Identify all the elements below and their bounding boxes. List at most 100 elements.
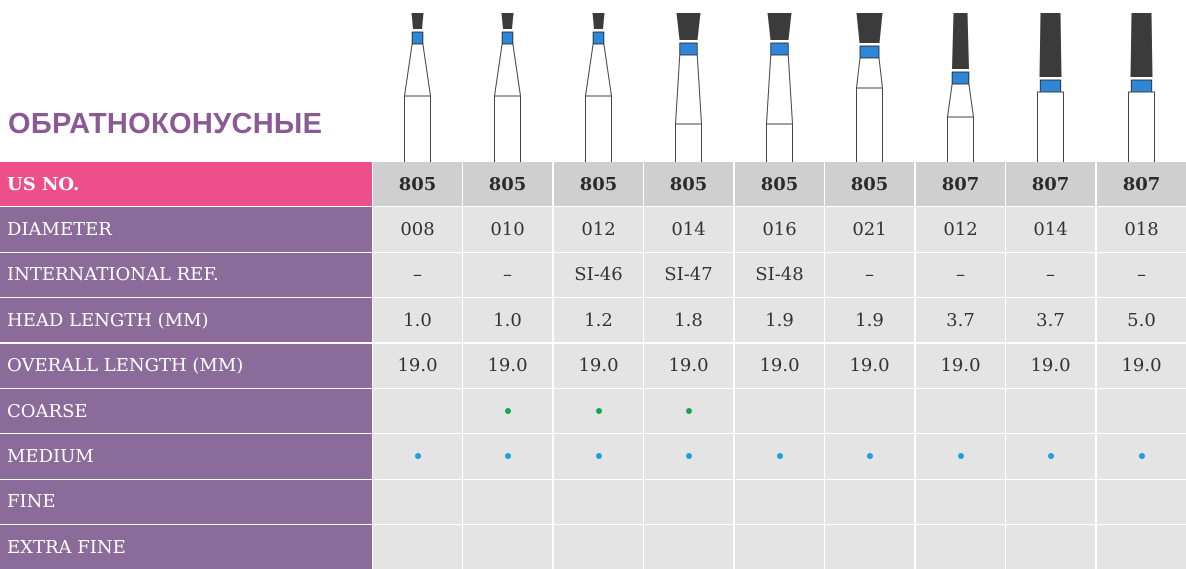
table-cell: 19.0 bbox=[463, 343, 552, 388]
table-cell: 014 bbox=[1006, 207, 1095, 252]
bur-head bbox=[676, 13, 701, 40]
bur-shank bbox=[1037, 91, 1064, 162]
table-cell: 807 bbox=[1097, 162, 1186, 207]
table-cell bbox=[1097, 479, 1186, 524]
bur-shank bbox=[947, 83, 974, 162]
color-band bbox=[1039, 79, 1062, 93]
coarse-grit-dot bbox=[595, 408, 602, 415]
table-cell bbox=[644, 434, 733, 479]
table-cell: 805 bbox=[463, 162, 552, 207]
table-cell: 805 bbox=[825, 162, 914, 207]
table-cell: – bbox=[1006, 252, 1095, 297]
color-band bbox=[1130, 79, 1153, 93]
table-cell bbox=[1097, 389, 1186, 434]
table-cell: – bbox=[825, 252, 914, 297]
table-cell bbox=[373, 389, 462, 434]
medium-grit-dot bbox=[685, 453, 692, 460]
table-cell: 016 bbox=[735, 207, 824, 252]
table-cell bbox=[916, 525, 1005, 569]
table-cell bbox=[735, 479, 824, 524]
table-cell: 1.9 bbox=[735, 298, 824, 343]
page-title: ОБРАТНОКОНУСНЫЕ bbox=[8, 108, 323, 140]
table-cell: – bbox=[463, 252, 552, 297]
bur-shank bbox=[856, 57, 883, 162]
row-label: DIAMETER bbox=[0, 207, 372, 252]
table-cell: 805 bbox=[373, 162, 462, 207]
medium-grit-dot bbox=[595, 453, 602, 460]
table-cell bbox=[825, 525, 914, 569]
table-cell bbox=[825, 389, 914, 434]
table-cell: 3.7 bbox=[916, 298, 1005, 343]
table-cell: 19.0 bbox=[825, 343, 914, 388]
table-cell bbox=[1006, 525, 1095, 569]
table-cell bbox=[916, 434, 1005, 479]
table-cell: 19.0 bbox=[554, 343, 643, 388]
bur-head bbox=[411, 13, 424, 29]
table-cell bbox=[825, 434, 914, 479]
table-cell bbox=[644, 389, 733, 434]
spec-table: US NO. 805 805 805 805 805 805 807 807 807 DIAMETE… bbox=[0, 162, 1186, 569]
coarse-grit-dot bbox=[685, 408, 692, 415]
row-label: FINE bbox=[0, 479, 372, 524]
table-cell: 1.2 bbox=[554, 298, 643, 343]
bur-shank bbox=[585, 43, 612, 162]
table-cell: 19.0 bbox=[735, 343, 824, 388]
table-cell: 010 bbox=[463, 207, 552, 252]
row-label: US NO. bbox=[0, 162, 372, 207]
table-cell bbox=[463, 479, 552, 524]
table-cell: 5.0 bbox=[1097, 298, 1186, 343]
coarse-grit-dot bbox=[504, 408, 511, 415]
table-cell: 1.0 bbox=[373, 298, 462, 343]
table-cell: 805 bbox=[644, 162, 733, 207]
bur-head bbox=[501, 13, 514, 29]
bur-head bbox=[952, 13, 969, 69]
table-cell bbox=[463, 434, 552, 479]
table-cell: 19.0 bbox=[1006, 343, 1095, 388]
table-cell bbox=[916, 389, 1005, 434]
table-cell bbox=[825, 479, 914, 524]
table-cell: – bbox=[1097, 252, 1186, 297]
medium-grit-dot bbox=[1047, 453, 1054, 460]
bur-head bbox=[592, 13, 605, 29]
table-cell bbox=[644, 525, 733, 569]
table-cell bbox=[373, 479, 462, 524]
table-cell bbox=[735, 434, 824, 479]
bur-head bbox=[767, 13, 792, 40]
table-cell: – bbox=[916, 252, 1005, 297]
color-band bbox=[592, 31, 605, 45]
table-cell bbox=[373, 434, 462, 479]
bur-shank bbox=[1128, 91, 1155, 162]
table-cell: 008 bbox=[373, 207, 462, 252]
table-cell bbox=[554, 479, 643, 524]
table-cell bbox=[373, 525, 462, 569]
table-cell bbox=[1006, 434, 1095, 479]
table-cell bbox=[644, 479, 733, 524]
row-label: OVERALL LENGTH (MM) bbox=[0, 343, 372, 388]
color-band bbox=[411, 31, 424, 45]
table-cell bbox=[463, 525, 552, 569]
table-cell: 018 bbox=[1097, 207, 1186, 252]
table-cell: 012 bbox=[554, 207, 643, 252]
table-cell: 19.0 bbox=[916, 343, 1005, 388]
medium-grit-dot bbox=[957, 453, 964, 460]
table-cell: 807 bbox=[916, 162, 1005, 207]
row-label: INTERNATIONAL REF. bbox=[0, 252, 372, 297]
color-band bbox=[679, 42, 698, 56]
table-cell: SI-47 bbox=[644, 252, 733, 297]
bur-shank bbox=[766, 54, 793, 162]
table-cell: 19.0 bbox=[373, 343, 462, 388]
table-cell bbox=[554, 389, 643, 434]
table-cell: 805 bbox=[554, 162, 643, 207]
color-band bbox=[951, 71, 970, 85]
table-cell bbox=[554, 525, 643, 569]
color-band bbox=[770, 42, 789, 56]
table-cell bbox=[554, 434, 643, 479]
bur-shank bbox=[404, 43, 431, 162]
bur-head bbox=[1039, 13, 1062, 77]
table-cell: 1.0 bbox=[463, 298, 552, 343]
bur-shank bbox=[675, 54, 702, 162]
medium-grit-dot bbox=[866, 453, 873, 460]
medium-grit-dot bbox=[1138, 453, 1145, 460]
bur-illustrations bbox=[404, 13, 1155, 162]
table-cell: 805 bbox=[735, 162, 824, 207]
